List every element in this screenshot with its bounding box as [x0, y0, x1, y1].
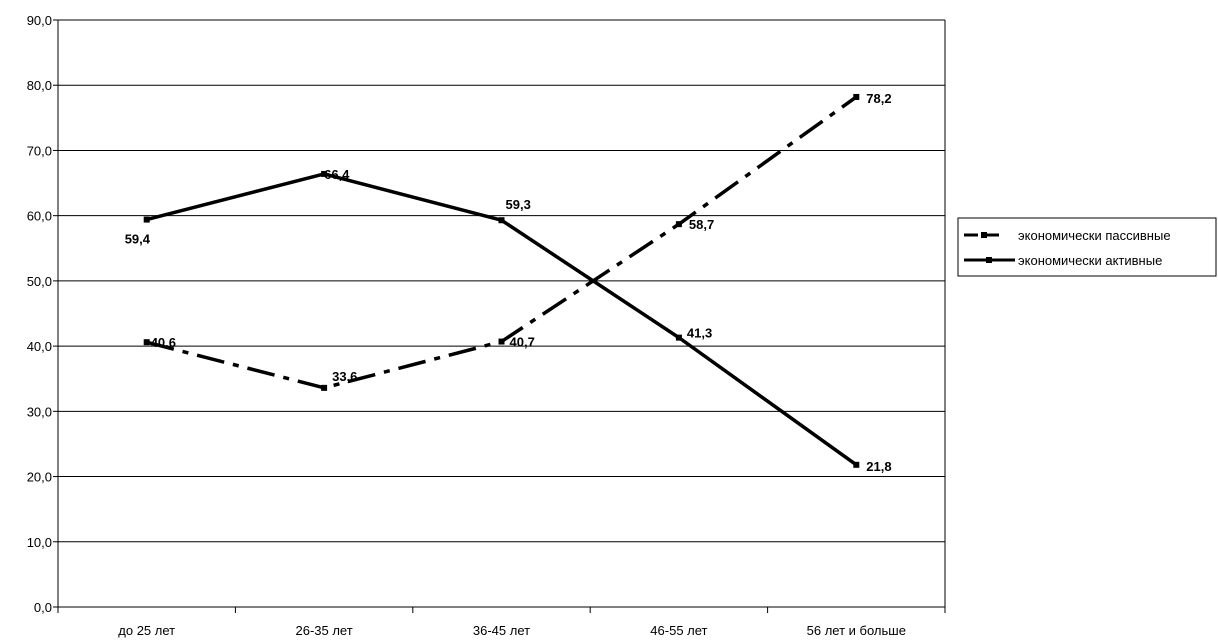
data-label: 59,3: [506, 197, 531, 212]
legend-label-active: экономически активные: [1018, 253, 1162, 268]
data-marker: [675, 334, 682, 341]
y-tick-label: 50,0: [27, 274, 52, 289]
data-marker: [853, 461, 860, 468]
legend-box: [957, 217, 1217, 277]
data-label: 40,7: [510, 335, 535, 350]
data-label: 78,2: [866, 91, 891, 106]
series-lines: [143, 93, 860, 468]
y-tick-label: 80,0: [27, 78, 52, 93]
y-tick-label: 90,0: [27, 13, 52, 28]
y-tick-label: 60,0: [27, 209, 52, 224]
data-label: 33,6: [332, 369, 357, 384]
legend-item-active: экономически активные: [964, 253, 1162, 268]
legend-item-passive: экономически пассивные: [964, 228, 1171, 243]
data-label: 66,4: [324, 167, 350, 182]
data-label: 40,6: [151, 335, 176, 350]
x-tick-label: 56 лет и больше: [807, 623, 906, 638]
data-label: 59,4: [125, 232, 151, 247]
y-tick-label: 70,0: [27, 143, 52, 158]
data-labels: 40,6 33,6 40,7 58,7 78,2 59,4 66,4 59,3 41,3 21,8: [125, 91, 892, 474]
data-marker: [675, 221, 682, 228]
axes: 0,0 10,0 20,0 30,0 40,0 50,0 60,0 70,0 80,0 90,0 д…: [27, 13, 946, 638]
y-tick-label: 10,0: [27, 535, 52, 550]
legend-label-passive: экономически пассивные: [1018, 228, 1171, 243]
data-marker: [321, 384, 328, 391]
data-marker: [498, 217, 505, 224]
y-tick-label: 30,0: [27, 404, 52, 419]
x-tick-label: 36-45 лет: [473, 623, 530, 638]
legend-marker-active: [986, 257, 992, 263]
grid-lines: [58, 19, 946, 607]
data-marker: [321, 170, 328, 177]
legend: экономически пассивные экономически акти…: [957, 217, 1217, 277]
data-label: 21,8: [866, 459, 891, 474]
data-label: 58,7: [689, 217, 714, 232]
y-tick-label: 0,0: [34, 600, 52, 615]
data-label: 41,3: [687, 326, 712, 341]
data-marker: [143, 216, 150, 223]
x-tick-label: 26-35 лет: [295, 623, 352, 638]
x-tick-label: до 25 лет: [118, 623, 175, 638]
legend-marker-passive: [981, 232, 987, 238]
y-tick-label: 20,0: [27, 470, 52, 485]
y-tick-label: 40,0: [27, 339, 52, 354]
data-marker: [498, 338, 505, 345]
data-marker: [853, 93, 860, 100]
data-marker: [143, 339, 150, 346]
x-tick-label: 46-55 лет: [650, 623, 707, 638]
